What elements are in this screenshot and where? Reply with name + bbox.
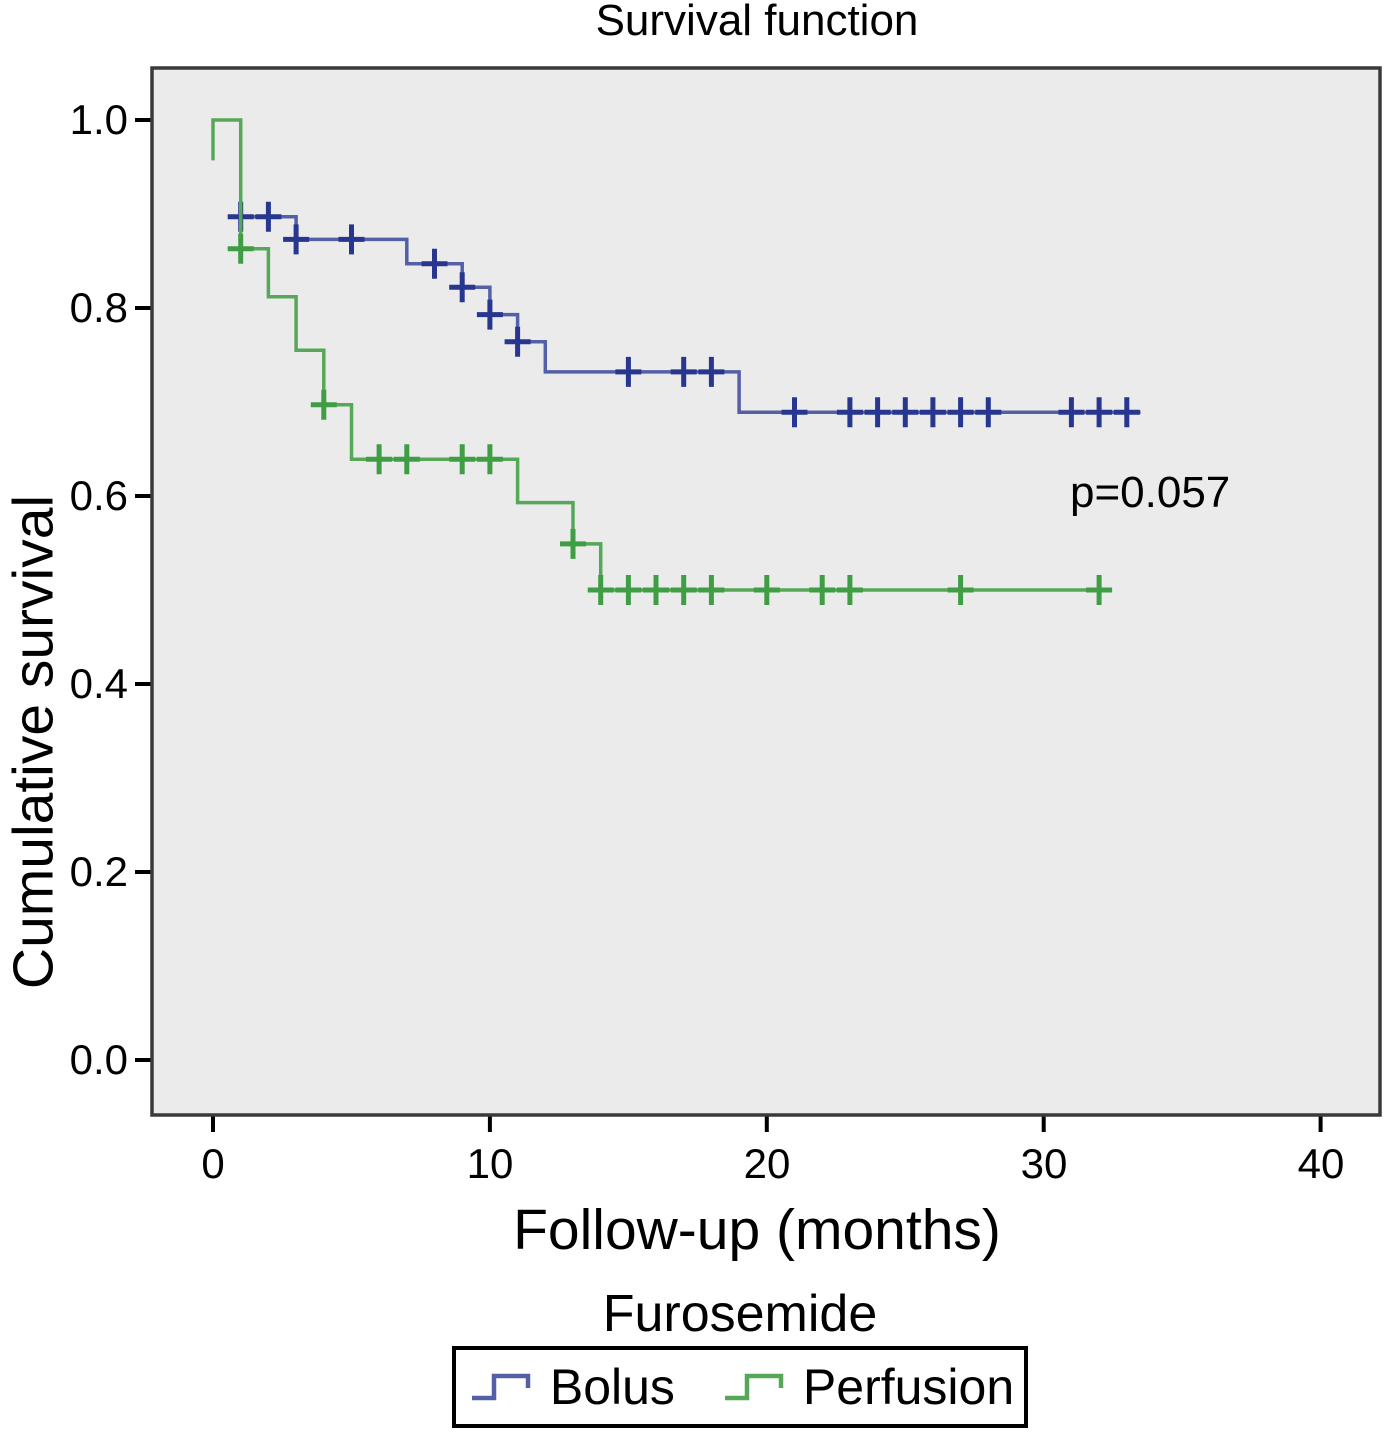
legend-label: Bolus [549,1359,675,1415]
legend-label: Perfusion [802,1359,1015,1415]
x-tick-label: 10 [466,1140,514,1187]
x-axis-label: Follow-up (months) [513,1198,1001,1262]
step-line-glyph-blue [471,1373,531,1401]
y-tick-label: 0.2 [69,848,128,895]
x-tick-label: 40 [1297,1140,1345,1187]
y-tick-label: 0.4 [69,660,128,707]
legend-item-bolus: Bolus [466,1362,675,1412]
step-line-glyph-green [724,1373,784,1401]
p-value-annotation: p=0.057 [1070,468,1231,517]
y-tick-label: 0.0 [69,1036,128,1083]
y-axis-label: Cumulative survival [1,494,66,990]
x-tick-label: 30 [1020,1140,1068,1187]
y-tick-label: 0.8 [69,284,128,331]
legend-title: Furosemide [602,1285,878,1343]
legend-box: Bolus Perfusion [452,1346,1028,1428]
legend-item-perfusion: Perfusion [719,1362,1014,1412]
y-tick-label: 1.0 [69,96,128,143]
x-tick-label: 0 [201,1140,225,1187]
x-tick-label: 20 [743,1140,791,1187]
chart-title: Survival function [595,0,919,45]
y-tick-label: 0.6 [69,472,128,519]
